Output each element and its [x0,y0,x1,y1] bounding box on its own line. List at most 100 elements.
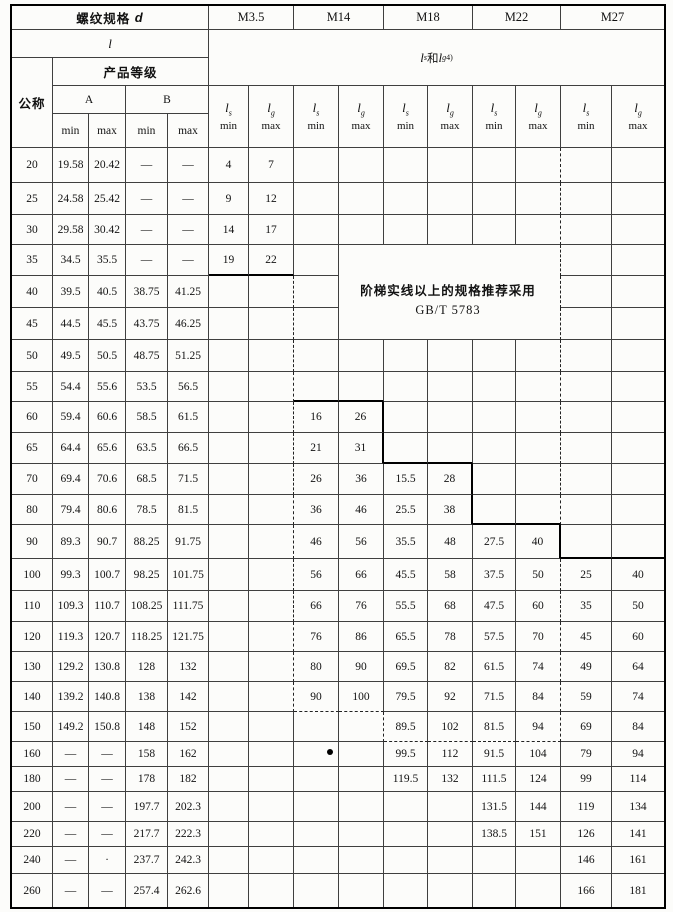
cell-150-col2: 150.8 [89,712,126,742]
cell-180-col2: — [89,767,126,792]
cell-30-col3: — [126,215,168,245]
cell-180-col4: 182 [168,767,209,792]
cell-35-col6: 22 [249,245,294,276]
cell-120-col6 [249,622,294,652]
cell-40-col7 [294,276,339,308]
cell-120-col4: 121.75 [168,622,209,652]
cell-50-col10 [428,340,473,372]
cell-220-col0: 220 [12,822,53,847]
cell-35-col2: 35.5 [89,245,126,276]
cell-240-col8 [339,847,384,874]
cell-40-col9 [384,276,428,308]
cell-25-col14 [612,183,664,215]
cell-30-col9 [384,215,428,245]
cell-240-col0: 240 [12,847,53,874]
l-col-header-M14-max: lg max [339,86,384,148]
cell-200-col14: 134 [612,792,664,822]
cell-40-col14 [612,276,664,308]
cell-70-col12 [516,464,561,495]
cell-65-col8: 31 [339,433,384,464]
cell-20-col8 [339,148,384,183]
cell-220-col3: 217.7 [126,822,168,847]
cell-55-col1: 54.4 [53,372,89,402]
cell-65-col1: 64.4 [53,433,89,464]
cell-70-col14 [612,464,664,495]
l-col-header-M27-max: lg max [612,86,664,148]
cell-50-col9 [384,340,428,372]
cell-60-col9 [384,402,428,433]
cell-55-col8 [339,372,384,402]
cell-65-col6 [249,433,294,464]
cell-110-col3: 108.25 [126,591,168,622]
cell-35-col14 [612,245,664,276]
cell-160-col1: — [53,742,89,767]
cell-25-col2: 25.42 [89,183,126,215]
cell-70-col1: 69.4 [53,464,89,495]
lg-subscript: g [442,52,447,62]
cell-110-col13: 35 [561,591,612,622]
cell-240-col7 [294,847,339,874]
cell-45-col8 [339,308,384,340]
cell-25-col9 [384,183,428,215]
cell-30-col2: 30.42 [89,215,126,245]
cell-200-col8 [339,792,384,822]
cell-220-col2: — [89,822,126,847]
size-header-m22: M22 [473,6,561,30]
cell-65-col14 [612,433,664,464]
cell-110-col11: 47.5 [473,591,516,622]
cell-150-col8 [339,712,384,742]
cell-110-col10: 68 [428,591,473,622]
cell-60-col0: 60 [12,402,53,433]
cell-55-col13 [561,372,612,402]
cell-130-col0: 130 [12,652,53,682]
cell-160-col4: 162 [168,742,209,767]
cell-35-col4: — [168,245,209,276]
a-max-header: max [89,114,126,148]
cell-130-col5 [209,652,249,682]
cell-220-col14: 141 [612,822,664,847]
cell-55-col5 [209,372,249,402]
cell-200-col4: 202.3 [168,792,209,822]
cell-180-col3: 178 [126,767,168,792]
cell-45-col9 [384,308,428,340]
cell-35-col11 [473,245,516,276]
cell-140-col13: 59 [561,682,612,712]
cell-50-col12 [516,340,561,372]
cell-120-col3: 118.25 [126,622,168,652]
cell-140-col12: 84 [516,682,561,712]
cell-25-col8 [339,183,384,215]
cell-60-col8: 26 [339,402,384,433]
cell-30-col10 [428,215,473,245]
cell-150-col3: 148 [126,712,168,742]
cell-110-col0: 110 [12,591,53,622]
cell-70-col13 [561,464,612,495]
cell-240-col12 [516,847,561,874]
cell-45-col5 [209,308,249,340]
cell-220-col4: 222.3 [168,822,209,847]
cell-80-col6 [249,495,294,525]
cell-90-col2: 90.7 [89,525,126,559]
cell-40-col12 [516,276,561,308]
cell-140-col4: 142 [168,682,209,712]
cell-130-col6 [249,652,294,682]
cell-25-col5: 9 [209,183,249,215]
cell-260-col11 [473,874,516,907]
cell-240-col2: · [89,847,126,874]
cell-200-col3: 197.7 [126,792,168,822]
cell-55-col4: 56.5 [168,372,209,402]
cell-80-col10: 38 [428,495,473,525]
cell-180-col11: 111.5 [473,767,516,792]
cell-25-col12 [516,183,561,215]
cell-65-col10 [428,433,473,464]
cell-150-col12: 94 [516,712,561,742]
cell-260-col13: 166 [561,874,612,907]
cell-150-col6 [249,712,294,742]
cell-25-col13 [561,183,612,215]
lg-symbol: l [438,49,443,65]
cell-160-col2: — [89,742,126,767]
cell-260-col4: 262.6 [168,874,209,907]
cell-180-col13: 99 [561,767,612,792]
cell-160-col9: 99.5 [384,742,428,767]
cell-45-col7 [294,308,339,340]
